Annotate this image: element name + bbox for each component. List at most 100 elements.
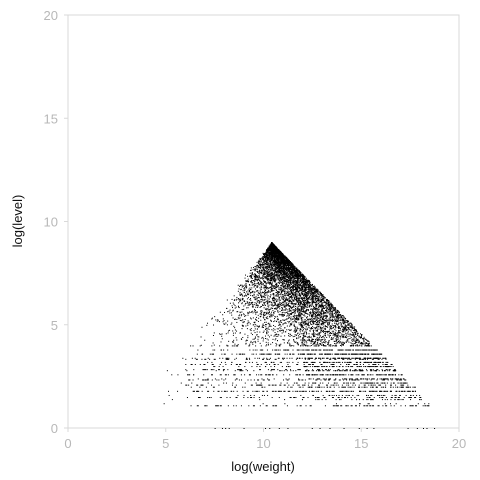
- data-point: [317, 308, 319, 310]
- data-point: [279, 324, 281, 326]
- data-point: [281, 263, 283, 265]
- data-point: [328, 320, 330, 322]
- data-point: [296, 306, 298, 308]
- data-point: [334, 310, 336, 312]
- data-point: [322, 304, 324, 306]
- data-point: [287, 280, 289, 282]
- data-point: [308, 374, 310, 376]
- data-point: [350, 324, 352, 326]
- data-point: [255, 266, 257, 268]
- data-point: [338, 335, 340, 337]
- data-point: [303, 339, 305, 341]
- data-point: [323, 361, 325, 363]
- data-point: [250, 276, 252, 278]
- data-point: [300, 316, 302, 318]
- data-point: [301, 282, 303, 284]
- data-point: [283, 283, 285, 285]
- data-point: [308, 337, 310, 339]
- data-point: [312, 315, 314, 317]
- data-point: [276, 349, 278, 351]
- data-point: [357, 339, 359, 341]
- data-point: [171, 399, 173, 401]
- data-point: [293, 285, 295, 287]
- data-point: [311, 289, 313, 291]
- data-point: [213, 324, 215, 326]
- data-point: [262, 326, 264, 328]
- data-point: [340, 329, 342, 331]
- data-point: [305, 306, 307, 308]
- data-point: [285, 297, 287, 299]
- data-point: [254, 357, 256, 359]
- data-point: [273, 361, 275, 363]
- data-point: [359, 386, 361, 388]
- data-point: [299, 275, 301, 277]
- data-point: [330, 320, 332, 322]
- data-point: [282, 274, 284, 275]
- data-point: [282, 283, 283, 285]
- data-point: [244, 304, 246, 306]
- data-point: [291, 334, 293, 336]
- data-point: [275, 298, 277, 300]
- data-point: [300, 339, 302, 341]
- data-point: [344, 378, 346, 380]
- data-point: [307, 366, 309, 368]
- data-point: [319, 382, 321, 384]
- data-point: [273, 296, 275, 298]
- data-point: [298, 308, 300, 310]
- data-point: [271, 301, 273, 303]
- data-point: [318, 322, 320, 324]
- data-point: [262, 304, 264, 306]
- data-point: [300, 296, 302, 298]
- data-point: [305, 279, 307, 281]
- data-point: [298, 283, 300, 285]
- data-point: [321, 303, 323, 305]
- data-point: [298, 274, 300, 276]
- data-point: [314, 291, 316, 293]
- data-point: [302, 294, 304, 296]
- data-point: [275, 282, 277, 284]
- data-point: [406, 386, 408, 388]
- data-point: [211, 345, 213, 347]
- data-point: [316, 334, 318, 336]
- data-point: [331, 330, 333, 332]
- data-point: [273, 378, 275, 380]
- data-point: [279, 330, 281, 332]
- data-point: [274, 304, 276, 306]
- data-point: [398, 399, 400, 401]
- data-point: [330, 327, 332, 329]
- data-point: [291, 296, 293, 298]
- data-point: [318, 339, 320, 341]
- data-point: [277, 266, 279, 268]
- data-point: [339, 366, 341, 368]
- data-point: [412, 386, 414, 388]
- data-point: [317, 326, 319, 328]
- data-point: [280, 302, 282, 304]
- data-point: [311, 340, 313, 342]
- data-point: [297, 281, 299, 283]
- data-point: [300, 326, 302, 328]
- data-point: [347, 340, 349, 342]
- data-point: [292, 293, 294, 295]
- data-point: [379, 366, 381, 368]
- data-point: [333, 334, 335, 336]
- data-point: [351, 343, 353, 345]
- data-point: [240, 289, 242, 291]
- data-point: [318, 370, 320, 372]
- data-point: [323, 307, 325, 309]
- data-point: [289, 277, 291, 279]
- data-point: [344, 321, 346, 323]
- data-point: [280, 304, 282, 306]
- data-point: [269, 357, 271, 359]
- data-point: [260, 268, 262, 270]
- data-point: [363, 338, 365, 340]
- data-point: [245, 302, 247, 304]
- data-point: [296, 277, 298, 279]
- data-point: [309, 305, 311, 307]
- data-point: [336, 340, 338, 342]
- data-point: [277, 298, 279, 300]
- data-point: [331, 323, 333, 325]
- data-point: [271, 275, 273, 277]
- data-point: [341, 325, 343, 327]
- data-point: [343, 326, 345, 328]
- data-point: [207, 378, 209, 380]
